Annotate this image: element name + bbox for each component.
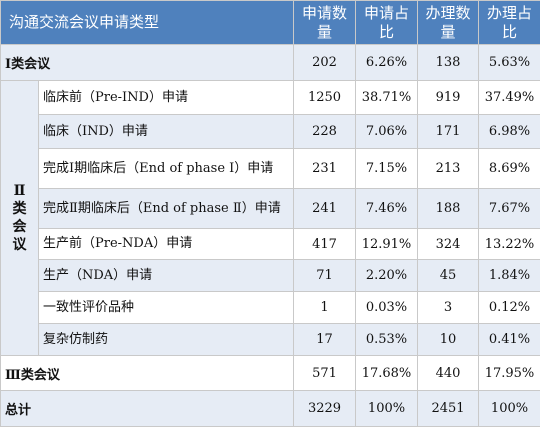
table-row: 复杂仿制药 17 0.53% 10 0.41% xyxy=(1,323,540,356)
row-label: 总计 xyxy=(0,390,295,427)
apply-count: 1 xyxy=(293,291,357,324)
table-row-total: 总计 3229 100% 2451 100% xyxy=(0,390,540,427)
apply-count: 17 xyxy=(293,323,357,356)
apply-ratio: 0.03% xyxy=(355,291,419,324)
apply-count: 231 xyxy=(293,148,357,189)
handle-count: 138 xyxy=(417,44,480,81)
handle-count: 2451 xyxy=(417,390,480,427)
apply-count: 241 xyxy=(293,188,357,229)
header-type: 沟通交流会议申请类型 xyxy=(0,0,295,45)
handle-count: 10 xyxy=(417,323,480,356)
apply-ratio: 7.06% xyxy=(355,114,419,149)
handle-ratio: 5.63% xyxy=(478,44,540,81)
table-row: 完成Ⅱ期临床后（End of phase Ⅱ）申请 241 7.46% 188 … xyxy=(1,188,540,229)
header-apply-ratio: 申请占比 xyxy=(355,0,419,45)
apply-count: 228 xyxy=(293,114,357,149)
apply-ratio: 2.20% xyxy=(355,259,419,292)
header-handle-ratio: 办理占比 xyxy=(478,0,540,45)
handle-ratio: 1.84% xyxy=(478,259,540,292)
table-row: 生产（NDA）申请 71 2.20% 45 1.84% xyxy=(1,259,540,292)
header-handle-count: 办理数量 xyxy=(417,0,480,45)
apply-count: 71 xyxy=(293,259,357,292)
group-label-class-2: Ⅱ类会议 xyxy=(0,80,39,356)
apply-count: 417 xyxy=(293,228,357,260)
header-apply-count: 申请数量 xyxy=(293,0,357,45)
handle-count: 45 xyxy=(417,259,480,292)
table-row: 一致性评价品种 1 0.03% 3 0.12% xyxy=(1,291,540,324)
row-label: 一致性评价品种 xyxy=(37,291,295,324)
apply-count: 3229 xyxy=(293,390,357,427)
row-label: 完成Ⅱ期临床后（End of phase Ⅱ）申请 xyxy=(37,188,295,229)
table-row: Ⅲ类会议 571 17.68% 440 17.95% xyxy=(0,355,540,391)
apply-count: 1250 xyxy=(293,80,357,115)
apply-ratio: 38.71% xyxy=(355,80,419,115)
handle-ratio: 100% xyxy=(478,390,540,427)
handle-count: 440 xyxy=(417,355,480,391)
table-row: 生产前（Pre-NDA）申请 417 12.91% 324 13.22% xyxy=(1,228,540,260)
apply-count: 571 xyxy=(293,355,357,391)
handle-ratio: 17.95% xyxy=(478,355,540,391)
apply-ratio: 7.15% xyxy=(355,148,419,189)
handle-ratio: 37.49% xyxy=(478,80,540,115)
handle-count: 188 xyxy=(417,188,480,229)
apply-ratio: 0.53% xyxy=(355,323,419,356)
row-label: 复杂仿制药 xyxy=(37,323,295,356)
handle-count: 171 xyxy=(417,114,480,149)
apply-ratio: 17.68% xyxy=(355,355,419,391)
row-label: 生产（NDA）申请 xyxy=(37,259,295,292)
row-label: Ⅲ类会议 xyxy=(0,355,295,391)
handle-ratio: 13.22% xyxy=(478,228,540,260)
row-label: 完成Ⅰ期临床后（End of phase Ⅰ）申请 xyxy=(37,148,295,189)
handle-ratio: 7.67% xyxy=(478,188,540,229)
handle-count: 324 xyxy=(417,228,480,260)
handle-count: 919 xyxy=(417,80,480,115)
handle-count: 213 xyxy=(417,148,480,189)
table-row: Ⅰ类会议 202 6.26% 138 5.63% xyxy=(0,44,540,81)
header-row: 沟通交流会议申请类型 申请数量 申请占比 办理数量 办理占比 xyxy=(0,0,540,45)
table-row: 临床（IND）申请 228 7.06% 171 6.98% xyxy=(1,114,540,149)
handle-count: 3 xyxy=(417,291,480,324)
table-row: 完成Ⅰ期临床后（End of phase Ⅰ）申请 231 7.15% 213 … xyxy=(1,148,540,189)
row-label: Ⅰ类会议 xyxy=(0,44,295,81)
apply-count: 202 xyxy=(293,44,357,81)
apply-ratio: 7.46% xyxy=(355,188,419,229)
handle-ratio: 0.12% xyxy=(478,291,540,324)
apply-ratio: 100% xyxy=(355,390,419,427)
handle-ratio: 8.69% xyxy=(478,148,540,189)
apply-ratio: 6.26% xyxy=(355,44,419,81)
table-row: Ⅱ类会议 临床前（Pre-IND）申请 1250 38.71% 919 37.4… xyxy=(0,80,540,356)
row-label: 临床（IND）申请 xyxy=(37,114,295,149)
row-label: 临床前（Pre-IND）申请 xyxy=(37,80,295,115)
handle-ratio: 0.41% xyxy=(478,323,540,356)
apply-ratio: 12.91% xyxy=(355,228,419,260)
row-label: 生产前（Pre-NDA）申请 xyxy=(37,228,295,260)
group-label-text: Ⅱ类会议 xyxy=(12,183,27,253)
handle-ratio: 6.98% xyxy=(478,114,540,149)
